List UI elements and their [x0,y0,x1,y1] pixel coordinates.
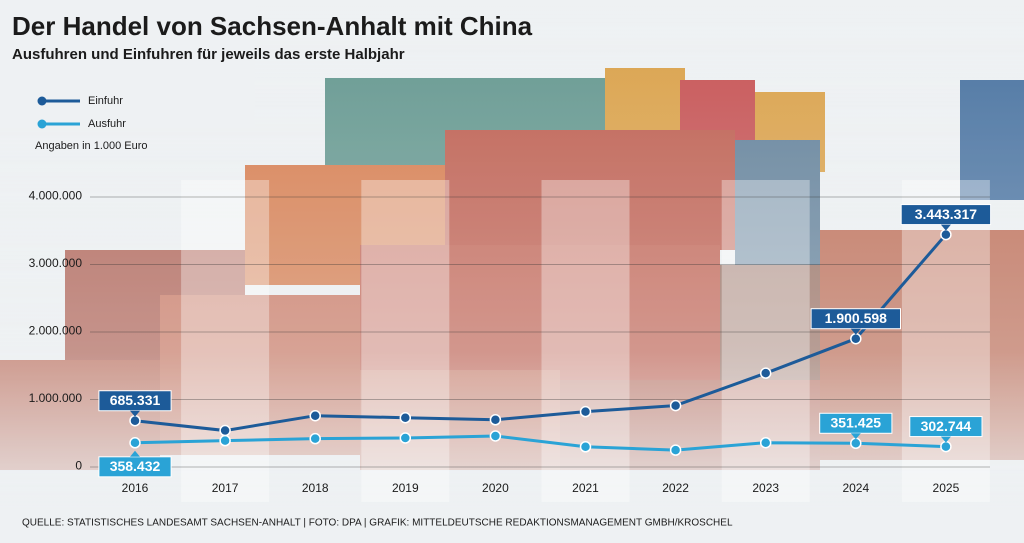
data-point [759,367,772,379]
value-label-pointer [850,433,861,440]
x-tick-label: 2020 [482,481,509,495]
x-tick-label: 2022 [662,481,689,495]
value-label-pointer [130,450,140,457]
value-label: 351.425 [830,414,881,430]
data-point [579,441,592,453]
x-tick-label: 2021 [572,481,599,495]
data-point [579,405,592,418]
data-point [489,430,502,442]
x-tick-label: 2017 [212,481,239,495]
data-point [129,437,141,449]
data-point [399,432,412,444]
x-tick-label: 2025 [933,481,960,495]
column-band [541,180,630,502]
y-tick-label: 0 [75,459,82,473]
data-point [940,440,952,453]
value-label: 358.432 [110,458,161,474]
y-tick-label: 3.000.000 [29,256,83,270]
value-label-pointer [130,410,140,417]
value-label: 302.744 [921,418,972,434]
data-point [399,411,412,424]
series-line [134,233,948,433]
x-tick-label: 2023 [752,481,779,495]
x-tick-label: 2018 [302,481,329,495]
legend-label: Ausfuhr [88,118,126,130]
x-tick-label: 2016 [122,481,149,495]
unit-note: Angaben in 1.000 Euro [35,140,148,152]
data-point [940,228,952,241]
legend-label: Einfuhr [88,95,123,107]
data-point [309,432,321,445]
value-label: 685.331 [110,392,161,408]
value-label-pointer [940,436,951,443]
data-point [489,414,502,426]
column-band [361,180,450,502]
data-point [759,436,772,449]
data-point [129,414,141,427]
legend-dot [37,96,47,106]
x-tick-label: 2024 [842,481,869,495]
data-point [219,424,231,437]
data-point [669,444,682,456]
value-label-pointer [940,224,951,231]
chart-subtitle: Ausfuhren und Einfuhren für jeweils das … [12,46,405,63]
y-tick-label: 2.000.000 [29,324,83,338]
y-tick-label: 1.000.000 [29,391,83,405]
legend-dot [37,119,47,129]
value-label-pointer [850,328,861,335]
column-band [721,180,810,502]
series-line [134,434,946,452]
value-label: 3.443.317 [915,206,977,222]
data-point [850,332,862,345]
column-band [181,180,270,502]
source: QUELLE: STATISTISCHES LANDESAMT SACHSEN-… [22,518,733,529]
data-point [309,409,321,422]
y-tick-label: 4.000.000 [29,189,83,203]
data-point [219,434,231,447]
data-point [850,437,862,450]
value-label: 1.900.598 [825,310,887,326]
chart-title: Der Handel von Sachsen-Anhalt mit China [12,11,533,41]
data-point [669,399,682,412]
x-tick-label: 2019 [392,481,419,495]
